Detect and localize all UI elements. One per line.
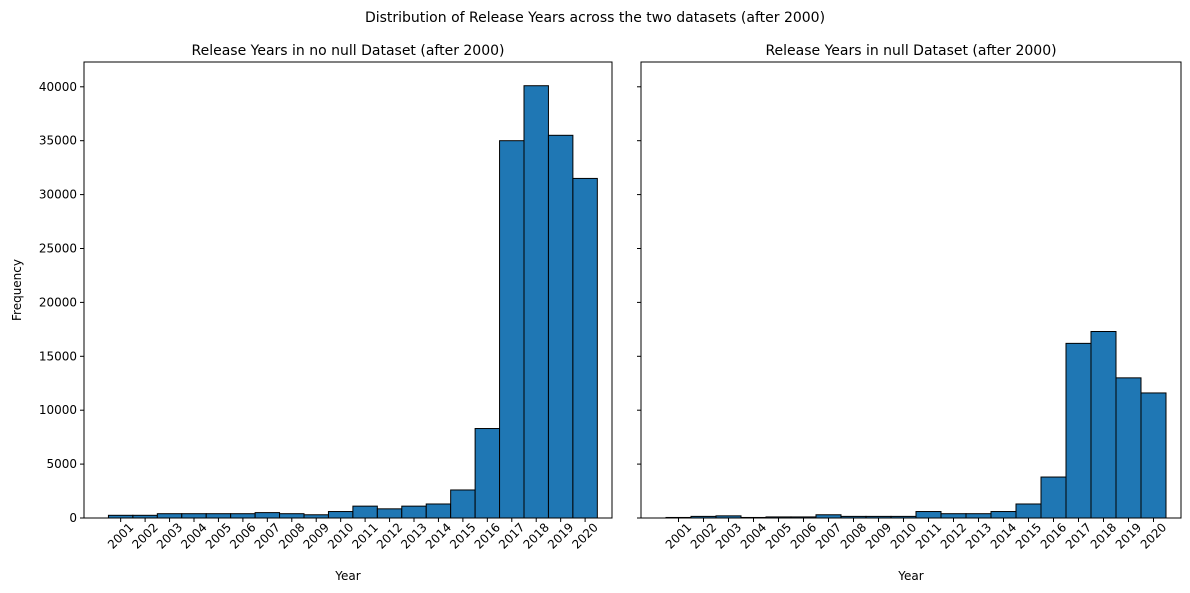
- y-axis-label: Frequency: [10, 259, 24, 321]
- x-tick-label: 2005: [203, 520, 234, 551]
- x-tick-label: 2002: [129, 520, 160, 551]
- figure-title: Distribution of Release Years across the…: [365, 10, 825, 26]
- y-tick-label: 0: [69, 511, 77, 525]
- bar: [156, 513, 183, 519]
- x-tick-label: 2020: [569, 520, 600, 551]
- x-tick-label: 2008: [838, 520, 869, 551]
- bar: [965, 513, 992, 519]
- axes-title: Release Years in null Dataset (after 200…: [765, 43, 1056, 59]
- x-tick-label: 2004: [738, 520, 769, 551]
- x-tick-label: 2007: [252, 520, 283, 551]
- bar: [1065, 342, 1092, 519]
- bar: [254, 512, 281, 519]
- x-tick-label: 2012: [374, 520, 405, 551]
- bar: [1090, 331, 1117, 519]
- x-tick-label: 2018: [1088, 520, 1119, 551]
- x-tick-label: 2016: [472, 520, 503, 551]
- bar: [1140, 392, 1167, 519]
- x-tick-label: 2015: [447, 520, 478, 551]
- axes-frame: [640, 61, 1182, 519]
- x-tick-label: 2005: [763, 520, 794, 551]
- bar: [425, 503, 452, 519]
- x-tick-label: 2001: [105, 520, 136, 551]
- x-tick-label: 2006: [227, 520, 258, 551]
- bar: [352, 505, 378, 519]
- x-tick-label: 2016: [1038, 520, 1069, 551]
- bar: [205, 513, 232, 519]
- x-tick-label: 2011: [913, 520, 944, 551]
- x-tick-label: 2008: [276, 520, 307, 551]
- y-tick-label: 25000: [39, 241, 77, 255]
- x-tick-label: 2013: [963, 520, 994, 551]
- bar: [547, 134, 574, 519]
- bar: [940, 513, 967, 519]
- x-axis-label: Year: [897, 569, 923, 583]
- x-tick-label: 2014: [988, 520, 1019, 551]
- y-tick-label: 40000: [39, 80, 77, 94]
- x-tick-label: 2014: [423, 520, 454, 551]
- x-tick-label: 2009: [863, 520, 894, 551]
- bar: [181, 513, 207, 519]
- y-tick-label: 20000: [39, 295, 77, 309]
- bar: [523, 85, 549, 519]
- bar: [499, 140, 525, 519]
- bar: [572, 177, 598, 519]
- bar: [450, 489, 476, 519]
- x-axis-label: Year: [334, 569, 360, 583]
- x-tick-label: 2009: [300, 520, 331, 551]
- x-tick-label: 2018: [520, 520, 551, 551]
- x-tick-label: 2004: [178, 520, 209, 551]
- x-tick-label: 2010: [325, 520, 356, 551]
- bar: [474, 428, 501, 519]
- y-tick-label: 35000: [39, 134, 77, 148]
- bar: [1115, 377, 1142, 519]
- x-tick-label: 2011: [349, 520, 380, 551]
- y-tick-label: 10000: [39, 403, 77, 417]
- y-tick-label: 5000: [46, 457, 77, 471]
- x-tick-label: 2006: [788, 520, 819, 551]
- x-tick-label: 2007: [813, 520, 844, 551]
- axes-frame: [83, 61, 613, 519]
- x-tick-label: 2001: [663, 520, 694, 551]
- bar: [327, 511, 354, 519]
- x-tick-label: 2002: [688, 520, 719, 551]
- x-tick-label: 2017: [1063, 520, 1094, 551]
- x-tick-label: 2003: [713, 520, 744, 551]
- bar: [1015, 503, 1042, 519]
- x-tick-label: 2015: [1013, 520, 1044, 551]
- bar: [990, 511, 1017, 519]
- x-tick-label: 2019: [1113, 520, 1144, 551]
- y-tick-label: 15000: [39, 349, 77, 363]
- x-tick-label: 2012: [938, 520, 969, 551]
- bar: [1040, 476, 1067, 519]
- x-tick-label: 2017: [496, 520, 527, 551]
- x-tick-label: 2003: [154, 520, 185, 551]
- axes-title: Release Years in no null Dataset (after …: [191, 43, 504, 59]
- bar: [279, 513, 305, 519]
- x-tick-label: 2010: [888, 520, 919, 551]
- bar: [915, 511, 942, 519]
- y-tick-label: 30000: [39, 188, 77, 202]
- x-tick-label: 2019: [545, 520, 576, 551]
- x-tick-label: 2013: [398, 520, 429, 551]
- bar: [401, 505, 427, 519]
- x-tick-label: 2020: [1138, 520, 1169, 551]
- bar: [230, 513, 256, 519]
- bar: [376, 508, 403, 519]
